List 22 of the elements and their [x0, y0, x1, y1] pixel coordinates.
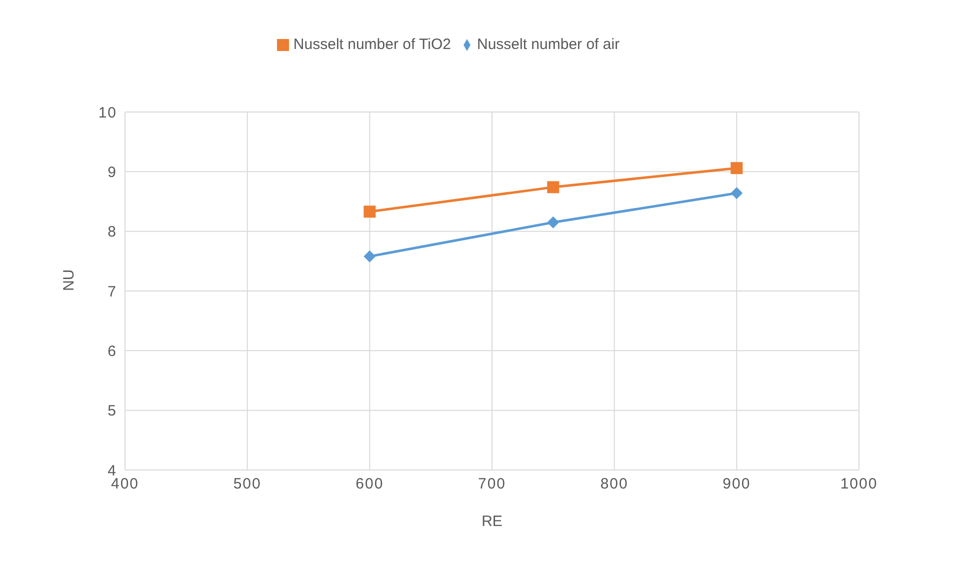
x-tick-label: 900: [722, 476, 751, 493]
y-tick-label: 6: [108, 342, 117, 360]
point: [730, 162, 743, 174]
point: [364, 250, 376, 262]
y-tick-label: 5: [108, 402, 117, 420]
point: [730, 187, 743, 200]
x-tick-label: 700: [478, 476, 506, 493]
x-tick-label: 500: [233, 476, 262, 493]
x-axis-title: RE: [482, 513, 502, 530]
y-tick-label: 7: [108, 283, 117, 300]
point: [547, 181, 560, 194]
x-tick-label: 600: [356, 476, 384, 493]
y-tick-label: 9: [108, 164, 117, 181]
point: [364, 206, 376, 218]
legend-label: Nusselt number of TiO2: [293, 36, 451, 53]
y-axis-title: NU: [60, 269, 78, 291]
x-tick-label: 800: [600, 476, 628, 493]
y-tick-label: 10: [98, 104, 117, 122]
y-tick-label: 8: [108, 224, 117, 241]
point: [547, 216, 560, 228]
legend-label: Nusselt number of air: [477, 36, 620, 53]
x-tick-label: 1000: [840, 476, 878, 493]
